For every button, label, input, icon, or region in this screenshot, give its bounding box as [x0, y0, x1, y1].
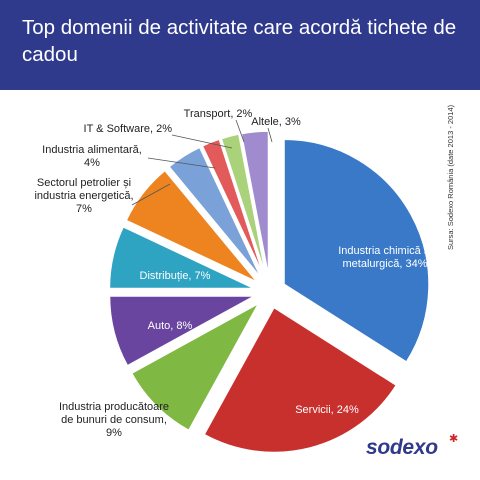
slice-label-sectorul-petrolier-si-industria-energetica: Sectorul petrolier și industria energetic… [34, 177, 133, 215]
slice-label-industria-producatoare-de-bunuri-de-consum: Industria producătoare de bunuri de consu… [59, 401, 169, 439]
pie-slice-industria-alimentara [167, 146, 263, 279]
slice-label-servicii: Servicii, 24% [295, 404, 359, 416]
leader-line-it-software [171, 134, 233, 149]
slice-label-transport: Transport, 2% [184, 108, 253, 120]
pie-slice-transport [220, 133, 267, 277]
slice-label-industria-alimentara: Industria alimentară, 4% [42, 144, 142, 169]
slice-label-distributie: Distribuție, 7% [140, 270, 211, 282]
pie-slice-distributie [108, 225, 255, 290]
pie-slice-sectorul-petrolier-si-industria-energetica [125, 169, 258, 283]
header-banner: Top domenii de activitate care acordă ti… [0, 0, 480, 90]
leader-line-altele [267, 127, 273, 143]
pie-slice-industria-producatoare-de-bunuri-de-consum [130, 301, 261, 432]
sodexo-logo: sodexo [366, 436, 438, 459]
slice-label-altele: Altele, 3% [251, 116, 301, 128]
slice-label-auto: Auto, 8% [148, 320, 193, 332]
page-title: Top domenii de activitate care acordă ti… [22, 16, 457, 66]
logo-star-icon: ✱ [449, 433, 459, 445]
slice-label-it-software: IT & Software, 2% [84, 123, 173, 135]
leader-line-sectorul-petrolier-si-industria-energetica [131, 183, 171, 206]
slice-label-industria-chimica-si-metalurgica: Industria chimică și metalurgică, 34% [338, 245, 432, 270]
pie-slice-auto [108, 295, 255, 367]
source-note: Sursa: Sodexo România (date 2013 - 2014) [446, 104, 455, 250]
leader-line-industria-alimentara [147, 157, 216, 169]
leader-line-transport [235, 119, 245, 143]
pie-slice-servicii [203, 306, 398, 454]
pie-slice-industria-chimica-si-metalurgica [283, 138, 430, 364]
pie-slice-it-software [201, 138, 265, 278]
